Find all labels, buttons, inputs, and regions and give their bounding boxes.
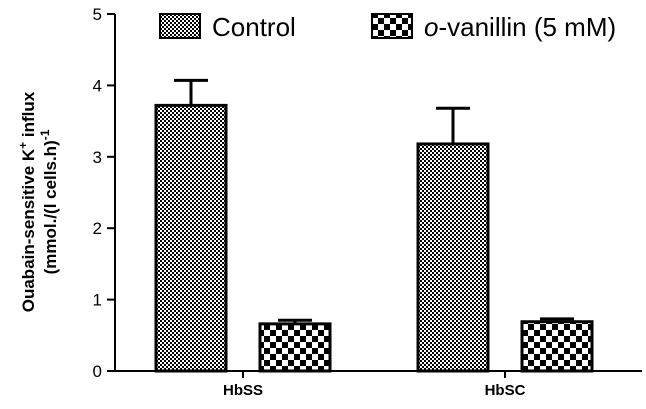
x-tick-label: HbSC bbox=[485, 382, 526, 399]
x-tick-label: HbSS bbox=[223, 382, 263, 399]
y-axis-label-sup2: -1 bbox=[38, 129, 52, 140]
y-axis-label-line1: Ouabain-sensitive K bbox=[19, 148, 38, 312]
y-tick-label: 1 bbox=[93, 291, 102, 310]
y-tick-label: 0 bbox=[93, 362, 102, 381]
bar bbox=[258, 322, 332, 373]
svg-text:(mmol./(l cells.h)-1: (mmol./(l cells.h)-1 bbox=[38, 129, 60, 274]
legend-swatch-o-vanillin bbox=[371, 13, 413, 39]
bar bbox=[154, 103, 228, 373]
category-labels: HbSS HbSC bbox=[223, 371, 526, 399]
svg-text:Ouabain-sensitive K+ influx: Ouabain-sensitive K+ influx bbox=[16, 91, 38, 312]
bar bbox=[520, 320, 594, 373]
bars bbox=[154, 78, 594, 373]
y-tick-label: 5 bbox=[93, 5, 102, 24]
y-tick-label: 4 bbox=[93, 76, 102, 95]
legend-label-control: Control bbox=[212, 12, 296, 42]
y-axis-label: Ouabain-sensitive K+ influx (mmol./(l ce… bbox=[16, 91, 60, 312]
y-axis-label-sup1: + bbox=[16, 142, 30, 149]
legend-label-o-vanillin: o-vanillin (5 mM) bbox=[424, 12, 616, 42]
legend-label-o-vanillin-suffix: -vanillin (5 mM) bbox=[438, 12, 616, 42]
bar bbox=[416, 142, 490, 373]
y-tick-label: 2 bbox=[93, 219, 102, 238]
y-axis-label-line1-tail: influx bbox=[19, 91, 38, 142]
y-axis-label-line2: (mmol./(l cells.h) bbox=[41, 140, 60, 274]
legend-swatch-control bbox=[159, 13, 201, 39]
legend-label-o-vanillin-prefix: o bbox=[424, 12, 438, 42]
y-ticks: 0 1 2 3 4 5 bbox=[93, 5, 115, 381]
legend: Control o-vanillin (5 mM) bbox=[159, 12, 616, 42]
y-tick-label: 3 bbox=[93, 148, 102, 167]
